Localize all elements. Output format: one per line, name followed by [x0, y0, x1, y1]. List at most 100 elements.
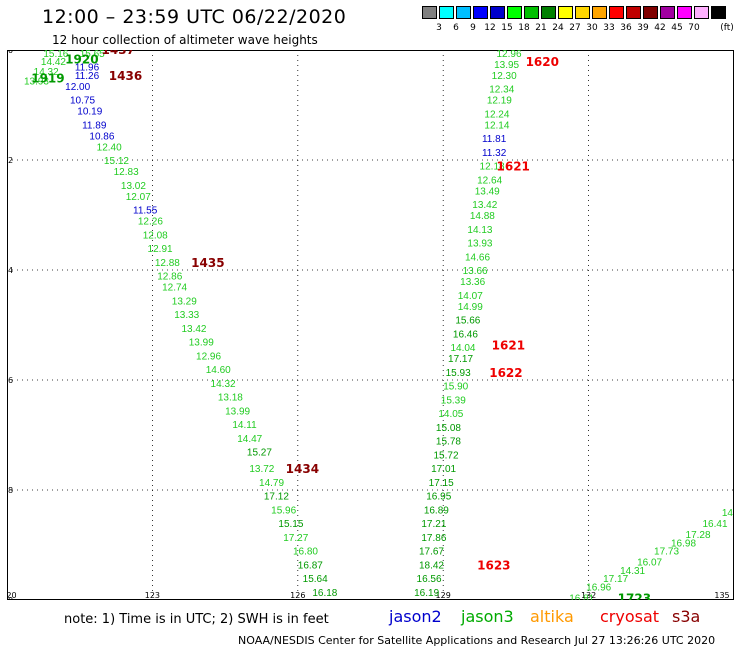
- wave-height-value: 16.41: [702, 519, 727, 530]
- legend-swatch: [507, 6, 522, 19]
- map-border: [7, 50, 734, 600]
- legend-label: 70: [688, 23, 700, 33]
- wave-height-value: 17.28: [686, 530, 711, 541]
- legend-unit: (ft): [720, 23, 734, 33]
- wave-height-value: 16.81: [569, 593, 594, 600]
- wave-height-value: 14.31: [620, 566, 645, 577]
- legend-swatch: [541, 6, 556, 19]
- legend-swatch: [694, 6, 709, 19]
- units-note: note: 1) Time is in UTC; 2) SWH is in fe…: [64, 612, 329, 627]
- pass-time-label: 1435: [191, 256, 224, 270]
- wave-height-value: 17.01: [431, 464, 456, 475]
- legend-label: 30: [586, 23, 598, 33]
- wave-height-value: 13.99: [189, 338, 214, 349]
- wave-height-value: 12.07: [126, 192, 151, 203]
- legend-swatch: [558, 6, 573, 19]
- pass-time-label: 1620: [526, 55, 559, 69]
- legend-label: 42: [654, 23, 666, 33]
- wave-height-value: 12.91: [148, 244, 173, 255]
- pass-time-label: 1919: [31, 72, 64, 86]
- wave-height-value: 13.02: [121, 181, 146, 192]
- wave-height-value: 12.74: [162, 283, 187, 294]
- wave-height-value: 13.42: [472, 200, 497, 211]
- wave-height-value: 17.67: [419, 547, 444, 558]
- pass-time-label: 1920: [65, 52, 98, 66]
- x-tick-label: 132: [581, 591, 596, 600]
- y-tick-label: -54: [7, 266, 13, 275]
- legend-label: 45: [671, 23, 683, 33]
- legend-swatch: [439, 6, 454, 19]
- wave-height-value: 11.81: [482, 134, 507, 145]
- wave-height-value: 15.08: [436, 423, 461, 434]
- wave-height-value: 17.86: [421, 533, 446, 544]
- satellite-s3a: s3a: [672, 607, 701, 626]
- wave-height-value: 15.93: [446, 368, 471, 379]
- legend-swatch: [609, 6, 624, 19]
- legend-label: 36: [620, 23, 632, 33]
- wave-height-value: 15.15: [278, 519, 303, 530]
- wave-height-value: 10.75: [70, 96, 95, 107]
- wave-height-map: 120 123 126 129 132 135 -50 -52 -54 -56 -58 -60 15.1…: [0, 43, 734, 626]
- y-tick-label: -50: [7, 50, 13, 55]
- legend-label: 39: [637, 23, 649, 33]
- satellite-cryosat: cryosat: [600, 607, 660, 626]
- wave-height-value: 14.99: [458, 302, 483, 313]
- wave-height-value: 12.14: [484, 120, 509, 131]
- y-tick-label: -56: [7, 376, 13, 385]
- legend-swatch: [643, 6, 658, 19]
- wave-height-value: 12.00: [65, 82, 90, 93]
- legend-swatch: [711, 6, 726, 19]
- map-frame: 120 123 126 129 132 135 -50 -52 -54 -56 -58 -60 15.1…: [0, 43, 734, 626]
- wave-height-value: 15.27: [247, 448, 272, 459]
- legend-swatch: [660, 6, 675, 19]
- wave-height-value: 17.15: [429, 478, 454, 489]
- wave-height-value: 12.24: [484, 109, 509, 120]
- y-tick-label: -58: [7, 486, 13, 495]
- wave-height-value: 12.96: [196, 351, 221, 362]
- pass-time-label: 1437: [102, 50, 135, 57]
- wave-height-value: 14.11: [232, 420, 257, 431]
- wave-height-value: 12.64: [477, 175, 502, 186]
- legend-label: 12: [484, 23, 496, 33]
- legend-label: 9: [470, 23, 476, 33]
- wave-height-value: 15.64: [303, 574, 328, 585]
- pass-time-label: 1434: [286, 462, 319, 476]
- wave-height-value: 12.26: [138, 217, 163, 228]
- legend-label: 21: [535, 23, 547, 33]
- pass-time-label: 1622: [489, 366, 522, 380]
- wave-height-value: 14.32: [211, 379, 236, 390]
- legend-label: 6: [453, 23, 459, 33]
- wave-height-value: 12.08: [143, 230, 168, 241]
- wave-height-value: 12.86: [157, 272, 182, 283]
- x-tick-label: 135: [714, 591, 729, 600]
- wave-height-value: 14.07: [458, 291, 483, 302]
- wave-height-value: 13.49: [475, 186, 500, 197]
- wave-height-value: 14.13: [467, 225, 492, 236]
- wave-height-value: 13.18: [218, 393, 243, 404]
- x-tick-label: 120: [7, 591, 17, 600]
- wave-height-value: 15.39: [441, 395, 466, 406]
- wave-height-value: 15.65: [80, 50, 105, 60]
- wave-height-value: 15.90: [443, 382, 468, 393]
- pass-time-label: 1436: [109, 69, 142, 83]
- wave-height-value: 13.36: [460, 277, 485, 288]
- wave-height-value: 17.27: [283, 533, 308, 544]
- wave-height-value: 14.88: [470, 211, 495, 222]
- wave-height-value: 15.66: [455, 316, 480, 327]
- wave-height-value: 16.87: [298, 560, 323, 571]
- wave-height-value: 14: [722, 508, 734, 519]
- wave-height-value: 17.17: [448, 354, 473, 365]
- wave-height-value: 16.07: [637, 558, 662, 569]
- x-tick-label: 129: [436, 591, 451, 600]
- legend-label: 3: [436, 23, 442, 33]
- pass-time-label: 1621: [492, 338, 525, 352]
- wave-height-value: 16.96: [586, 582, 611, 593]
- wave-height-value: 12.34: [489, 85, 514, 96]
- wave-height-value: 14.04: [450, 343, 475, 354]
- wave-height-value: 12.40: [97, 142, 122, 153]
- map-subtitle: 12 hour collection of altimeter wave hei…: [52, 33, 318, 47]
- legend-swatch: [677, 6, 692, 19]
- legend-swatch: [422, 6, 437, 19]
- legend-swatch: [592, 6, 607, 19]
- wave-height-value: 10.86: [89, 131, 114, 142]
